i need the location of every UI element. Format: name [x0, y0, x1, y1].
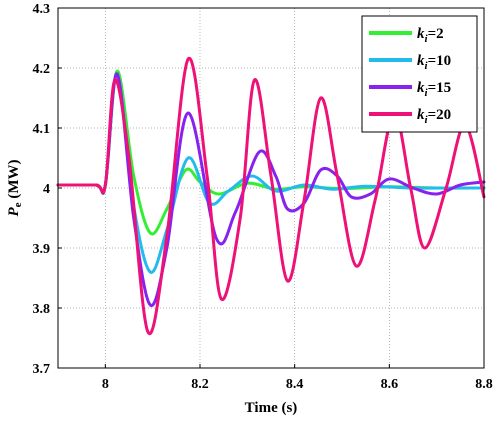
legend-label-main: k: [417, 26, 425, 42]
series-lines: [56, 56, 486, 336]
y-tick-label: 4.1: [33, 122, 51, 137]
legend-label-value: =15: [428, 80, 452, 96]
x-axis-title: Time (s): [245, 400, 298, 416]
y-axis-title-main: P: [6, 206, 22, 216]
y-tick-label: 3.8: [33, 302, 51, 317]
y-tick-label: 4.2: [33, 62, 51, 77]
legend-label: ki=2: [417, 26, 444, 45]
legend-label-value: =10: [428, 53, 452, 69]
y-tick-label: 4: [43, 182, 50, 197]
x-tick-label: 8.4: [286, 377, 304, 392]
legend-label-sub: i: [425, 33, 429, 45]
x-tick-label: 8: [102, 377, 109, 392]
legend-label: ki=20: [417, 107, 451, 126]
x-tick-label: 8.6: [381, 377, 399, 392]
y-axis-title: Pe (MW): [6, 160, 24, 217]
legend-label-sub: i: [425, 114, 429, 126]
y-tick-label: 4.3: [33, 2, 51, 17]
y-axis-title-unit: (MW): [6, 160, 22, 203]
legend-label-main: k: [417, 107, 425, 123]
legend-label-main: k: [417, 53, 425, 69]
x-tick-label: 8.8: [475, 377, 493, 392]
legend-label: ki=15: [417, 80, 451, 99]
axis-ticks: 8 8.2 8.4 8.6 8.8 3.7 3.8 3.9 4 4.1 4.2 4.3: [33, 2, 493, 392]
legend-label-sub: i: [425, 60, 429, 72]
x-tick-label: 8.2: [191, 377, 209, 392]
legend-label-value: =2: [428, 26, 444, 42]
legend-label: ki=10: [417, 53, 451, 72]
y-tick-label: 3.7: [33, 362, 51, 377]
y-tick-label: 3.9: [33, 242, 51, 257]
legend-label-main: k: [417, 80, 425, 96]
legend-label-sub: i: [425, 87, 429, 99]
y-axis-title-sub: e: [12, 202, 24, 207]
series-line-ki-20: [56, 56, 486, 336]
legend-label-value: =20: [428, 107, 452, 123]
